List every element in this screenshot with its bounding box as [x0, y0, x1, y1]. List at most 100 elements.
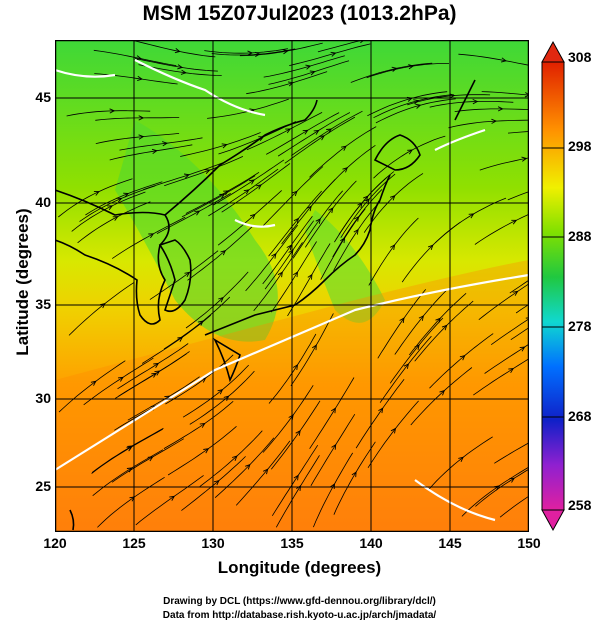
- streamline: [499, 495, 529, 518]
- streamline: [368, 217, 419, 286]
- streamline-arrowhead: [153, 362, 160, 368]
- streamline: [97, 476, 165, 528]
- streamline: [270, 241, 317, 313]
- graticule: [55, 40, 529, 532]
- credit-data: Data from http://database.rish.kyoto-u.a…: [162, 610, 437, 621]
- streamline: [91, 427, 164, 473]
- streamline: [208, 168, 279, 217]
- streamline-arrowhead: [219, 193, 226, 199]
- streamline: [264, 220, 315, 290]
- streamline: [281, 179, 336, 245]
- streamline-arrowhead: [282, 49, 289, 55]
- streamline: [507, 191, 529, 201]
- streamline: [394, 288, 448, 355]
- streamline: [141, 314, 212, 364]
- streamline-arrowhead: [441, 324, 448, 331]
- coastlines: [55, 79, 476, 531]
- streamline-arrowhead: [271, 252, 277, 259]
- streamline: [275, 455, 320, 528]
- streamline: [309, 126, 377, 178]
- streamline-arrowhead: [243, 189, 250, 195]
- streamline: [309, 377, 355, 449]
- streamline: [245, 224, 299, 292]
- streamline: [291, 110, 363, 157]
- streamline-arrowhead: [391, 66, 398, 72]
- streamline-arrowhead: [183, 173, 190, 179]
- streamline-arrowhead: [177, 64, 184, 70]
- colorbar-tick-label: 268: [568, 408, 592, 424]
- streamline: [429, 333, 494, 389]
- streamline: [211, 48, 296, 56]
- streamline-arrowhead: [199, 422, 206, 428]
- map-canvas: [55, 40, 529, 532]
- streamline: [77, 201, 151, 244]
- china-coast: [55, 189, 170, 325]
- streamline-arrowhead: [328, 207, 334, 214]
- streamline: [134, 58, 218, 72]
- streamline: [481, 91, 529, 96]
- streamline-arrowhead: [330, 407, 336, 414]
- streamline: [435, 197, 507, 243]
- streamline: [185, 271, 249, 329]
- streamline: [199, 430, 263, 487]
- streamline-arrowhead: [112, 216, 119, 221]
- streamline: [332, 189, 383, 258]
- streamline: [479, 157, 529, 171]
- streamline-arrowhead: [305, 64, 312, 70]
- streamline-arrowhead: [511, 219, 518, 225]
- streamline-arrowhead: [468, 213, 475, 219]
- credit-drawing: Drawing by DCL (https://www.gfd-dennou.o…: [163, 596, 436, 607]
- streamline-arrowhead: [330, 51, 337, 57]
- streamline-arrowhead: [174, 48, 181, 54]
- streamline-arrowhead: [293, 474, 299, 481]
- streamline: [320, 208, 366, 280]
- streamline: [429, 101, 514, 108]
- streamline: [181, 175, 256, 218]
- colorbar-tick-label: 288: [568, 228, 592, 244]
- streamline: [187, 226, 253, 281]
- x-tick-label: 135: [280, 535, 304, 551]
- streamlines: [58, 40, 529, 528]
- streamline: [85, 181, 163, 216]
- streamline: [494, 442, 529, 464]
- map-title: MSM 15Z07Jul2023 (1013.2hPa): [142, 2, 457, 25]
- streamline: [507, 131, 529, 134]
- streamline-arrowhead: [389, 194, 396, 201]
- streamline-arrowhead: [256, 184, 262, 190]
- streamline: [119, 137, 203, 151]
- streamline-arrowhead: [223, 190, 230, 196]
- streamline: [454, 108, 529, 112]
- streamline-arrowhead: [123, 192, 130, 198]
- streamline: [118, 351, 190, 397]
- streamline-arrowhead: [427, 244, 434, 251]
- streamline-arrowhead: [315, 218, 321, 224]
- y-tick-label: 35: [35, 296, 51, 312]
- streamline-arrowhead: [169, 495, 176, 501]
- streamline-arrowhead: [147, 456, 154, 462]
- streamline-arrowhead: [509, 477, 516, 483]
- streamline: [338, 171, 395, 235]
- streamline-arrowhead: [293, 217, 300, 224]
- streamline: [287, 243, 331, 317]
- streamline-arrowhead: [378, 407, 384, 414]
- streamline-arrowhead: [306, 205, 312, 212]
- y-tick-label: 30: [35, 390, 51, 406]
- streamline: [510, 327, 529, 341]
- streamline: [340, 173, 396, 238]
- streamline: [484, 343, 529, 374]
- streamline: [217, 190, 282, 246]
- streamline: [93, 49, 177, 67]
- streamline: [246, 112, 323, 151]
- streamline: [304, 180, 357, 248]
- streamline: [204, 48, 288, 54]
- y-tick-label: 25: [35, 478, 51, 494]
- streamline: [262, 385, 314, 453]
- streamline-arrowhead: [217, 389, 224, 395]
- streamline: [373, 135, 446, 179]
- streamline-arrowhead: [218, 296, 224, 303]
- streamline: [111, 438, 185, 483]
- streamline: [277, 112, 351, 157]
- streamline: [355, 379, 405, 449]
- hokkaido-coast: [373, 134, 421, 171]
- x-tick-label: 120: [43, 535, 67, 551]
